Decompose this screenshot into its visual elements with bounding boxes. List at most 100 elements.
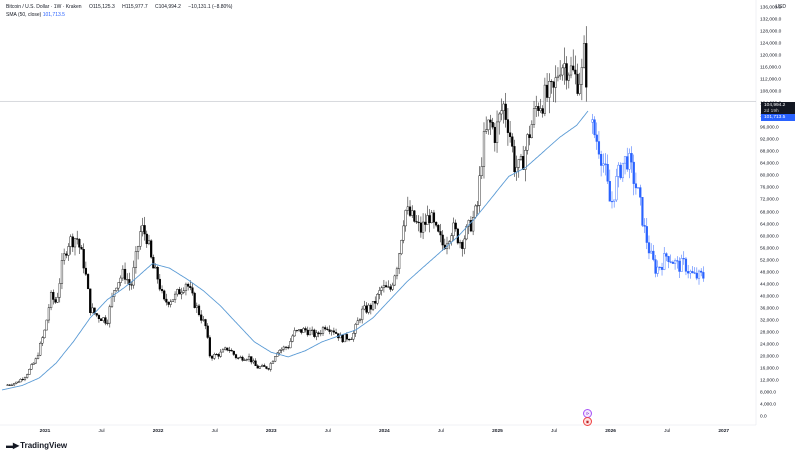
candle-body: [204, 319, 207, 327]
candle-body: [193, 292, 196, 308]
candle-body: [126, 279, 129, 281]
candle-body: [595, 134, 598, 142]
time-tick-label: Jul: [211, 429, 218, 434]
price-tick-label: 80,000.0: [760, 173, 779, 179]
candle-body: [406, 206, 409, 211]
symbol-title[interactable]: Bitcoin / U.S. Dollar · 1W · Kraken: [6, 4, 82, 10]
candle-body: [17, 381, 20, 383]
candle-body: [532, 108, 536, 125]
candle-body: [615, 176, 618, 201]
price-tick-label: 128,000.0: [760, 29, 782, 35]
candles-group: [6, 26, 588, 387]
tradingview-logo[interactable]: ▬▶ TradingView: [6, 441, 67, 450]
candle-body: [265, 366, 268, 369]
candle-body: [511, 136, 514, 147]
dividend-icon[interactable]: ◉: [583, 417, 592, 426]
price-tick-label: 116,000.0: [760, 65, 781, 71]
candle-body: [206, 325, 209, 338]
candle-body: [593, 119, 596, 136]
candle-body: [485, 129, 488, 132]
candle-body: [580, 67, 583, 85]
price-tick-label: 72,000.0: [760, 197, 779, 203]
candle-body: [91, 307, 94, 314]
price-tick-label: 92,000.0: [760, 137, 779, 143]
candle-body: [345, 334, 349, 340]
price-tick-label: 32,000.0: [760, 318, 779, 324]
candle-body: [647, 242, 651, 254]
candle-body: [487, 119, 490, 131]
candle-body: [252, 360, 255, 363]
price-tick-label: 52,000.0: [760, 258, 779, 264]
candle-body: [682, 258, 685, 260]
candle-body: [363, 305, 366, 310]
candle-body: [517, 159, 520, 168]
candle-body: [389, 286, 392, 290]
candle-body: [663, 253, 666, 270]
candle-body: [350, 338, 353, 340]
candle-body: [297, 329, 301, 331]
price-tick-label: 84,000.0: [760, 161, 779, 167]
candle-body: [576, 73, 579, 94]
candle-body: [41, 337, 44, 344]
candle-body: [376, 294, 379, 304]
candle-body: [600, 154, 603, 166]
candle-body: [184, 283, 188, 291]
candle-body: [313, 329, 316, 337]
candle-body: [621, 162, 624, 179]
candle-body: [39, 343, 42, 356]
candle-body: [115, 287, 118, 291]
candle-body: [67, 246, 70, 256]
candle-body: [506, 119, 510, 133]
candle-body: [276, 352, 279, 357]
candle-body: [256, 365, 259, 369]
price-tick-label: 0.0: [760, 414, 767, 420]
candle-body: [513, 146, 516, 173]
candle-body: [291, 335, 294, 342]
candle-body: [441, 234, 444, 246]
candle-body: [585, 43, 588, 88]
candle-body: [247, 356, 251, 360]
price-tick-label: 48,000.0: [760, 270, 779, 276]
candle-body: [54, 299, 57, 303]
currency-label[interactable]: USD: [775, 4, 786, 10]
candle-body: [636, 187, 640, 189]
price-tick-label: 28,000.0: [760, 330, 779, 336]
candle-body: [465, 226, 468, 240]
candle-body: [697, 270, 701, 279]
candle-body: [143, 225, 146, 235]
candle-body: [269, 363, 272, 370]
candle-body: [419, 222, 423, 233]
candle-body: [628, 153, 631, 170]
candle-body: [230, 349, 233, 352]
candle-body: [208, 337, 211, 357]
candle-body: [391, 284, 394, 290]
candle-body: [435, 221, 438, 226]
candle-body: [197, 305, 201, 316]
time-tick-label: 2024: [379, 429, 390, 434]
candle-body: [176, 289, 179, 295]
candle-body: [541, 108, 544, 114]
candle-body: [572, 65, 575, 71]
candle-body: [304, 328, 307, 331]
candle-body: [411, 210, 414, 216]
sma-legend[interactable]: SMA (50, close) 101,713.5: [6, 12, 65, 18]
candle-body: [332, 330, 335, 333]
high-value: H115,977.7: [122, 4, 148, 10]
candle-body: [643, 225, 646, 227]
candle-body: [382, 285, 386, 288]
candle-body: [73, 238, 77, 248]
time-tick-label: Jul: [437, 429, 444, 434]
candle-body: [8, 384, 11, 386]
candle-body: [424, 221, 427, 225]
candle-body: [656, 266, 659, 274]
time-tick-label: 2022: [152, 429, 164, 434]
candle-body: [574, 69, 577, 75]
candle-body: [47, 307, 51, 321]
candle-body: [287, 347, 290, 349]
candle-body: [578, 84, 581, 94]
candle-body: [237, 357, 240, 359]
candle-body: [493, 126, 496, 143]
candle-body: [354, 324, 357, 334]
candle-body: [610, 201, 614, 203]
